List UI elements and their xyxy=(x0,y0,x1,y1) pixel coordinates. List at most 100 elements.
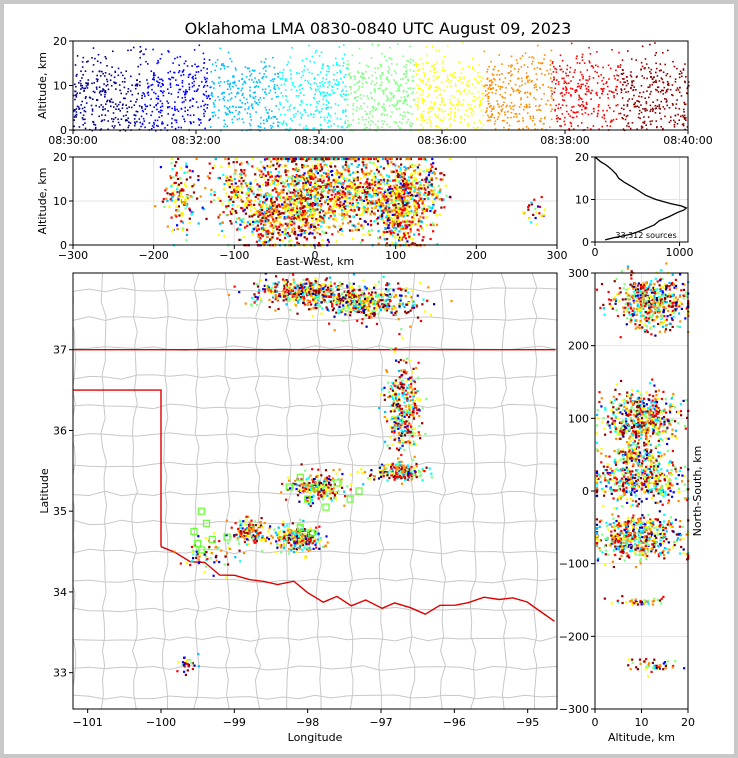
time-height-point xyxy=(609,121,612,123)
ew-point xyxy=(294,190,297,193)
time-height-point xyxy=(558,103,560,106)
time-height-point xyxy=(251,79,253,81)
time-height-point xyxy=(532,117,535,119)
time-height-point xyxy=(519,90,522,93)
time-height-point xyxy=(677,113,679,116)
time-height-point xyxy=(409,87,412,89)
ew-point xyxy=(432,222,435,225)
ew-point xyxy=(370,170,373,173)
ew-point xyxy=(310,170,313,174)
ew-point xyxy=(340,194,344,197)
time-height-point xyxy=(487,119,490,122)
time-height-point xyxy=(441,101,443,104)
ew-point xyxy=(300,177,303,180)
time-height-point xyxy=(251,69,254,71)
time-height-point xyxy=(621,117,623,119)
time-height-point xyxy=(644,97,646,99)
time-height-point xyxy=(106,83,109,86)
ew-point xyxy=(393,230,397,233)
ew-point xyxy=(261,234,265,237)
ew-point xyxy=(240,168,243,172)
time-height-point xyxy=(184,96,186,99)
ew-point xyxy=(344,216,347,219)
ew-point xyxy=(273,182,276,185)
time-height-point xyxy=(211,111,214,114)
time-height-point xyxy=(202,67,205,69)
time-height-point xyxy=(549,68,552,71)
time-height-point xyxy=(209,98,211,100)
ew-point xyxy=(381,203,384,206)
time-height-point xyxy=(160,53,163,56)
time-height-point xyxy=(428,111,430,113)
time-height-point xyxy=(242,121,245,124)
ew-point xyxy=(272,209,275,212)
ew-point xyxy=(231,186,234,189)
ew-point xyxy=(409,187,412,190)
ew-point xyxy=(353,177,356,180)
ew-point xyxy=(251,165,254,168)
time-height-point xyxy=(403,99,406,101)
time-height-point xyxy=(385,99,388,102)
time-height-point xyxy=(467,123,470,125)
ew-point xyxy=(366,182,369,185)
ew-point xyxy=(398,186,401,189)
ew-point xyxy=(351,202,354,205)
time-height-point xyxy=(96,60,99,62)
ew-point xyxy=(402,227,405,230)
ew-point xyxy=(164,189,167,192)
time-height-point xyxy=(126,107,128,110)
time-height-point xyxy=(534,128,536,130)
ew-point xyxy=(341,222,344,225)
ew-point xyxy=(375,201,378,204)
time-height-point xyxy=(563,77,565,80)
ew-point xyxy=(347,167,350,170)
time-height-point xyxy=(187,76,190,78)
time-height-point xyxy=(652,108,654,111)
ew-point xyxy=(338,213,341,216)
time-height-point xyxy=(309,86,312,89)
time-height-point xyxy=(322,65,324,67)
time-height-point xyxy=(531,56,533,58)
time-height-point xyxy=(563,120,566,123)
time-height-point xyxy=(635,89,637,91)
time-height-point xyxy=(389,91,392,94)
time-height-point xyxy=(86,61,88,63)
time-height-point xyxy=(364,110,367,113)
time-height-point xyxy=(176,56,179,59)
time-height-point xyxy=(532,57,535,59)
ew-point xyxy=(265,192,268,195)
time-height-point xyxy=(119,101,121,103)
time-height-point xyxy=(457,79,460,82)
ew-point xyxy=(265,231,268,234)
ew-point xyxy=(343,168,346,171)
ew-point xyxy=(306,223,309,227)
ew-point xyxy=(401,208,404,212)
time-height-point xyxy=(536,109,538,111)
time-height-point xyxy=(534,98,537,101)
ew-point xyxy=(343,192,347,195)
time-height-point xyxy=(646,90,648,92)
time-height-point xyxy=(627,50,629,52)
time-height-point xyxy=(377,127,379,129)
time-height-point xyxy=(157,98,160,100)
time-height-point xyxy=(402,91,405,93)
ew-point xyxy=(307,205,310,209)
ew-point xyxy=(228,199,231,202)
ew-point xyxy=(311,174,314,177)
ew-point xyxy=(346,187,349,190)
ew-point xyxy=(287,215,290,218)
ew-point xyxy=(327,240,330,244)
ew-point xyxy=(354,171,357,174)
ew-point xyxy=(368,233,371,236)
time-height-point xyxy=(406,95,409,98)
time-height-point xyxy=(410,124,413,127)
time-height-point xyxy=(625,91,627,93)
time-height-point xyxy=(107,120,109,122)
time-height-point xyxy=(107,88,110,91)
ew-point xyxy=(210,193,213,196)
time-height-point xyxy=(430,122,432,124)
time-height-point xyxy=(516,62,519,65)
time-height-point xyxy=(153,121,155,124)
time-height-point xyxy=(673,124,676,126)
time-height-point xyxy=(319,71,322,73)
